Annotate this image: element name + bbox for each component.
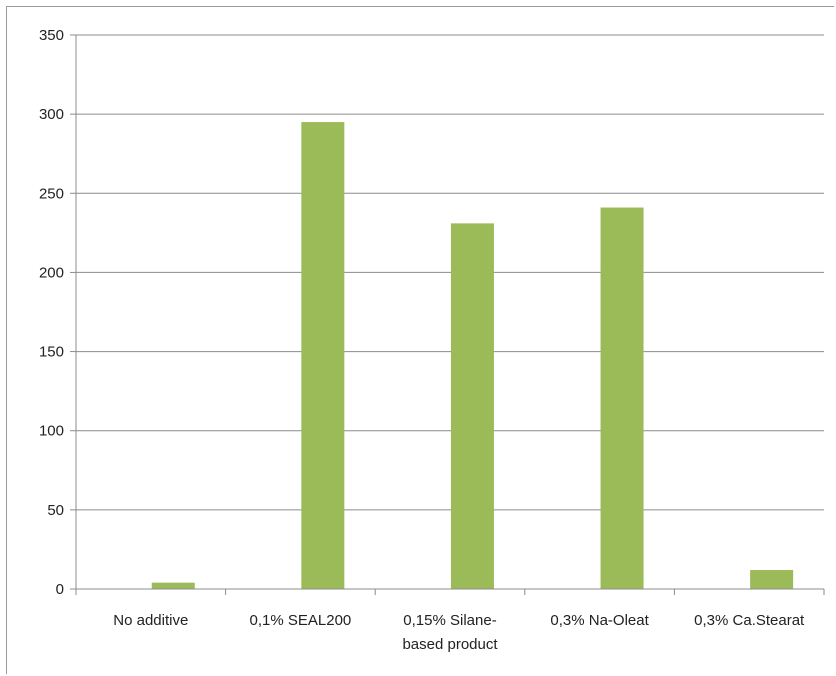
x-category-label-line: 0,1% SEAL200: [250, 612, 352, 629]
x-category-label-line: No additive: [113, 612, 188, 629]
bar-5: [750, 570, 794, 589]
x-category-label: 0,1% SEAL200: [250, 612, 352, 629]
bars: [151, 122, 794, 590]
bar-2: [301, 122, 345, 590]
x-category-label: 0,15% Silane-based product: [402, 612, 498, 653]
x-category-labels: No additive 0,1% SEAL200 0,15% Silane-base…: [113, 612, 805, 653]
x-category-label: 0,3% Na-Oleat: [550, 612, 649, 629]
x-category-label-line: 0,3% Na-Oleat: [550, 612, 649, 629]
bar-3: [450, 223, 494, 590]
y-tick-label: 100: [39, 423, 64, 440]
y-tick-label: 150: [39, 344, 64, 361]
x-category-label: No additive: [113, 612, 188, 629]
bar-1: [151, 582, 195, 589]
x-category-label-line: 0,15% Silane-: [403, 612, 496, 629]
x-category-label-line: 0,3% Ca.Stearat: [694, 612, 805, 629]
axes: [70, 34, 825, 595]
x-category-label-line: based product: [402, 636, 498, 653]
y-tick-label: 350: [39, 27, 64, 44]
bar-4: [600, 207, 644, 589]
y-tick-label: 250: [39, 185, 64, 202]
y-tick-label: 300: [39, 106, 64, 123]
y-tick-labels: 0 50 100 150 200 250 300 350: [39, 27, 64, 598]
y-tick-label: 0: [56, 581, 64, 598]
y-tick-label: 200: [39, 264, 64, 281]
chart-frame: [6, 6, 834, 674]
x-category-label: 0,3% Ca.Stearat: [694, 612, 805, 629]
y-tick-label: 50: [47, 502, 64, 519]
gridlines: [76, 34, 824, 511]
